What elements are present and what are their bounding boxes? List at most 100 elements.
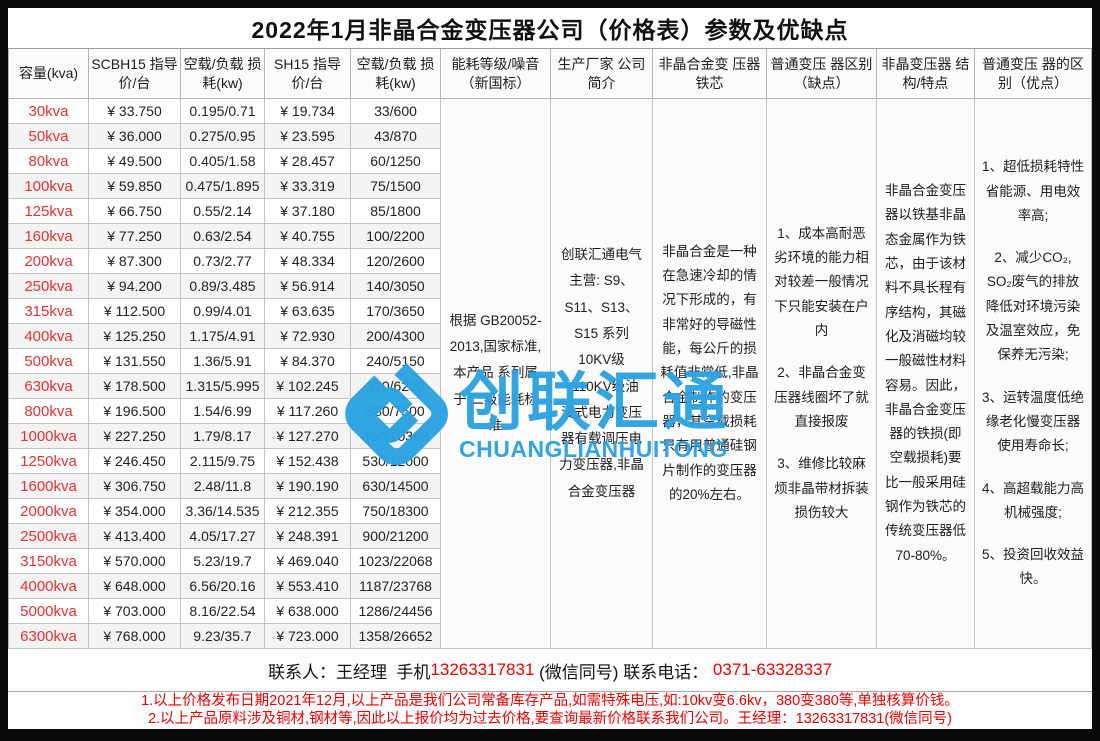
cell-sh15-price: ¥ 248.391 bbox=[265, 524, 351, 549]
cell-sh15-price: ¥ 117.260 bbox=[265, 399, 351, 424]
cell-capacity: 800kva bbox=[9, 399, 89, 424]
cell-sh15-price: ¥ 190.190 bbox=[265, 474, 351, 499]
cell-sh15-loss: 900/21200 bbox=[351, 524, 441, 549]
cell-capacity: 100kva bbox=[9, 174, 89, 199]
price-sheet-page: 2022年1月非晶合金变压器公司（价格表）参数及优缺点 容量(kva) SCBH… bbox=[8, 8, 1092, 729]
cell-scbh15-loss: 1.315/5.995 bbox=[181, 374, 265, 399]
advantage-item: 4、高超载能力高机械强度; bbox=[982, 480, 1085, 520]
col-header-structure: 非晶变压器 结构/特点 bbox=[877, 49, 975, 99]
disadvantages-cell: 1、成本高耐恶劣环境的能力相对较差一般情况下只能安装在户内 2、非晶合金变压器线… bbox=[767, 99, 877, 649]
col-header-manufacturer: 生产厂家 公司简介 bbox=[551, 49, 653, 99]
cell-sh15-price: ¥ 23.595 bbox=[265, 124, 351, 149]
cell-scbh15-price: ¥ 125.250 bbox=[89, 324, 181, 349]
cell-capacity: 6300kva bbox=[9, 624, 89, 649]
cell-sh15-price: ¥ 63.635 bbox=[265, 299, 351, 324]
cell-capacity: 500kva bbox=[9, 349, 89, 374]
structure-features-cell: 非晶合金变压器以铁基非晶态金属作为铁芯，由于该材料不具长程有序结构，其磁化及消磁… bbox=[877, 99, 975, 649]
cell-sh15-price: ¥ 127.270 bbox=[265, 424, 351, 449]
cell-scbh15-loss: 1.36/5.91 bbox=[181, 349, 265, 374]
cell-sh15-loss: 75/1500 bbox=[351, 174, 441, 199]
cell-scbh15-price: ¥ 131.550 bbox=[89, 349, 181, 374]
cell-capacity: 160kva bbox=[9, 224, 89, 249]
contact-prefix: 联系人：王经理 手机 bbox=[267, 662, 431, 682]
cell-scbh15-loss: 0.73/2.77 bbox=[181, 249, 265, 274]
cell-sh15-loss: 140/3050 bbox=[351, 274, 441, 299]
cell-scbh15-loss: 0.405/1.58 bbox=[181, 149, 265, 174]
cell-scbh15-price: ¥ 354.000 bbox=[89, 499, 181, 524]
advantage-item: 5、投资回收效益快。 bbox=[982, 547, 1085, 587]
cell-sh15-loss: 450/10300 bbox=[351, 424, 441, 449]
col-header-core: 非晶合金变 压器铁芯 bbox=[653, 49, 767, 99]
contact-mid: (微信同号) 联系电话： bbox=[534, 662, 713, 682]
cell-scbh15-loss: 1.79/8.17 bbox=[181, 424, 265, 449]
cell-sh15-price: ¥ 84.370 bbox=[265, 349, 351, 374]
cell-scbh15-loss: 0.63/2.54 bbox=[181, 224, 265, 249]
advantages-cell: 1、超低损耗特性省能源、用电效率高; 2、减少CO₂, SO₂废气的排放降低对环… bbox=[975, 99, 1092, 649]
cell-sh15-price: ¥ 40.755 bbox=[265, 224, 351, 249]
cell-sh15-price: ¥ 469.040 bbox=[265, 549, 351, 574]
cell-scbh15-loss: 0.55/2.14 bbox=[181, 199, 265, 224]
cell-scbh15-price: ¥ 648.000 bbox=[89, 574, 181, 599]
disadvantage-item: 2、非晶合金变压器线圈坏了就直接报废 bbox=[774, 365, 869, 429]
cell-scbh15-price: ¥ 306.750 bbox=[89, 474, 181, 499]
cell-sh15-price: ¥ 212.355 bbox=[265, 499, 351, 524]
cell-sh15-loss: 200/4300 bbox=[351, 324, 441, 349]
disadvantage-item: 1、成本高耐恶劣环境的能力相对较差一般情况下只能安装在户内 bbox=[774, 225, 869, 339]
cell-scbh15-loss: 9.23/35.7 bbox=[181, 624, 265, 649]
cell-capacity: 1250kva bbox=[9, 449, 89, 474]
energy-standard-cell: 根据 GB20052-2013,国家标准,本产品 系列属于 二级能耗标准 bbox=[441, 99, 551, 649]
col-header-capacity: 容量(kva) bbox=[9, 49, 89, 99]
cell-scbh15-loss: 1.54/6.99 bbox=[181, 399, 265, 424]
cell-sh15-loss: 100/2200 bbox=[351, 224, 441, 249]
cell-sh15-loss: 380/7500 bbox=[351, 399, 441, 424]
cell-sh15-loss: 1286/24456 bbox=[351, 599, 441, 624]
cell-sh15-loss: 630/14500 bbox=[351, 474, 441, 499]
title-bar: 2022年1月非晶合金变压器公司（价格表）参数及优缺点 bbox=[8, 8, 1092, 48]
core-info-cell: 非晶合金是一种在急速冷却的情况下形成的，有非常好的导磁性能，每公斤的损耗值非常低… bbox=[653, 99, 767, 649]
cell-capacity: 315kva bbox=[9, 299, 89, 324]
cell-sh15-loss: 1023/22068 bbox=[351, 549, 441, 574]
cell-scbh15-loss: 3.36/14.535 bbox=[181, 499, 265, 524]
cell-sh15-price: ¥ 102.245 bbox=[265, 374, 351, 399]
cell-scbh15-price: ¥ 87.300 bbox=[89, 249, 181, 274]
cell-sh15-loss: 33/600 bbox=[351, 99, 441, 124]
cell-sh15-price: ¥ 152.438 bbox=[265, 449, 351, 474]
cell-scbh15-price: ¥ 178.500 bbox=[89, 374, 181, 399]
page-title: 2022年1月非晶合金变压器公司（价格表）参数及优缺点 bbox=[251, 17, 849, 43]
cell-scbh15-loss: 5.23/19.7 bbox=[181, 549, 265, 574]
cell-scbh15-price: ¥ 196.500 bbox=[89, 399, 181, 424]
cell-sh15-loss: 530/12000 bbox=[351, 449, 441, 474]
cell-scbh15-price: ¥ 66.750 bbox=[89, 199, 181, 224]
col-header-energy-grade: 能耗等级/噪音 （新国标） bbox=[441, 49, 551, 99]
col-header-sh15-loss: 空载/负载 损耗(kw) bbox=[351, 49, 441, 99]
cell-scbh15-price: ¥ 570.000 bbox=[89, 549, 181, 574]
cell-scbh15-loss: 0.475/1.895 bbox=[181, 174, 265, 199]
cell-scbh15-price: ¥ 77.250 bbox=[89, 224, 181, 249]
cell-sh15-price: ¥ 638.000 bbox=[265, 599, 351, 624]
cell-sh15-loss: 1187/23768 bbox=[351, 574, 441, 599]
cell-sh15-price: ¥ 553.410 bbox=[265, 574, 351, 599]
advantage-item: 3、运转温度低绝缘老化慢变压器使用寿命长; bbox=[982, 389, 1085, 454]
col-header-scbh15-loss: 空载/负载 损耗(kw) bbox=[181, 49, 265, 99]
footnote-1: 1.以上价格发布日期2021年12月,以上产品是我们公司常备库存产品,如需特殊电… bbox=[141, 693, 959, 710]
cell-sh15-loss: 750/18300 bbox=[351, 499, 441, 524]
cell-scbh15-loss: 4.05/17.27 bbox=[181, 524, 265, 549]
cell-scbh15-loss: 0.195/0.71 bbox=[181, 99, 265, 124]
cell-sh15-price: ¥ 33.319 bbox=[265, 174, 351, 199]
cell-sh15-price: ¥ 19.734 bbox=[265, 99, 351, 124]
cell-scbh15-price: ¥ 112.500 bbox=[89, 299, 181, 324]
cell-capacity: 630kva bbox=[9, 374, 89, 399]
cell-capacity: 400kva bbox=[9, 324, 89, 349]
cell-sh15-price: ¥ 28.457 bbox=[265, 149, 351, 174]
cell-scbh15-price: ¥ 59.850 bbox=[89, 174, 181, 199]
contact-bar: 联系人：王经理 手机 13263317831 (微信同号) 联系电话： 0371-… bbox=[8, 649, 1092, 691]
cell-scbh15-loss: 1.175/4.91 bbox=[181, 324, 265, 349]
cell-scbh15-loss: 2.48/11.8 bbox=[181, 474, 265, 499]
cell-scbh15-price: ¥ 49.500 bbox=[89, 149, 181, 174]
cell-sh15-loss: 85/1800 bbox=[351, 199, 441, 224]
footnote-2: 2.以上产品原料涉及铜材,钢材等,因此以上报价均为过去价格,要查询最新价格联系我… bbox=[147, 710, 953, 727]
cell-scbh15-price: ¥ 246.450 bbox=[89, 449, 181, 474]
cell-scbh15-price: ¥ 768.000 bbox=[89, 624, 181, 649]
col-header-scbh15-price: SCBH15 指导价/台 bbox=[89, 49, 181, 99]
cell-capacity: 50kva bbox=[9, 124, 89, 149]
